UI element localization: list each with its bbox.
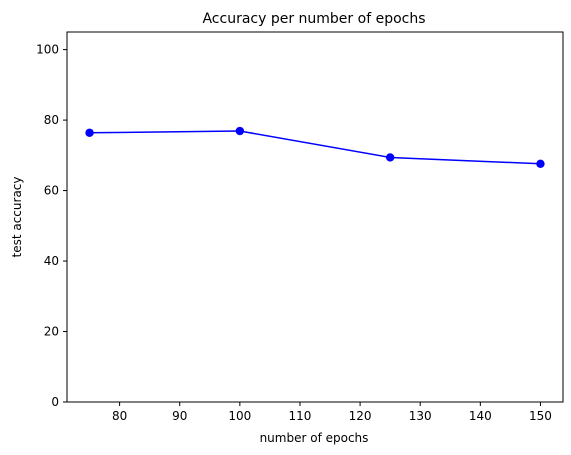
y-tick-label: 40: [44, 254, 59, 268]
y-tick-label: 100: [36, 43, 59, 57]
x-tick-label: 80: [112, 409, 127, 423]
x-axis-label: number of epochs: [260, 431, 369, 445]
data-point: [536, 159, 545, 168]
x-tick-label: 150: [529, 409, 552, 423]
series-line: [89, 130, 541, 165]
x-tick-label: 130: [409, 409, 432, 423]
data-point: [235, 126, 245, 136]
y-axis-ticks: 0 20 40 60 80 100: [36, 43, 67, 409]
y-tick-label: 60: [44, 184, 59, 198]
x-tick-label: 120: [349, 409, 372, 423]
x-axis-ticks: 80 90 100 110 120 130 140 150: [112, 402, 552, 423]
x-tick-label: 110: [289, 409, 312, 423]
plot-area: [67, 32, 563, 402]
series-layer: [85, 126, 545, 168]
y-tick-label: 20: [44, 325, 59, 339]
data-point: [385, 153, 395, 162]
plot-frame: [66, 31, 564, 403]
x-tick-label: 90: [172, 409, 187, 423]
y-axis-label: test accuracy: [10, 177, 24, 258]
y-tick-label: 80: [44, 113, 59, 127]
x-tick-label: 100: [228, 409, 251, 423]
plot-background: [67, 32, 563, 402]
chart-title: Accuracy per number of epochs: [202, 11, 425, 27]
y-tick-label: 0: [51, 395, 59, 409]
data-point: [85, 128, 94, 137]
x-tick-label: 140: [469, 409, 492, 423]
